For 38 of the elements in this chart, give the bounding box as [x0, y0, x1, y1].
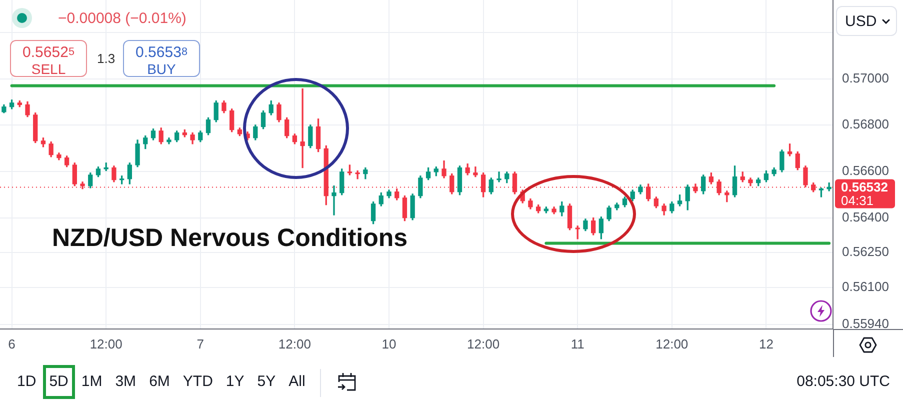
annotation: 0.5652$^{5}$	[22, 44, 76, 61]
ref-line-label: 0.56532	[841, 179, 888, 194]
x-tick-label: 10	[382, 336, 396, 352]
x-tick-label: 12	[758, 336, 774, 352]
y-tick-label: 0.57000	[842, 70, 889, 86]
x-tick-label: 12:00	[467, 336, 500, 352]
y-tick-label: 0.56250	[842, 244, 889, 260]
x-tick-label: 6	[8, 336, 16, 352]
text: 5D	[49, 373, 68, 391]
y-tick-label: 0.55940	[842, 316, 889, 331]
text: 1D	[17, 373, 36, 391]
dropdown-button: USD	[836, 6, 897, 36]
y-tick-label: 0.56600	[842, 163, 889, 178]
text: 04:31	[841, 192, 874, 208]
text: 1Y	[226, 373, 244, 391]
y-tick-label: 0.56400	[842, 209, 889, 224]
x-tick-label: 12:00	[656, 336, 688, 352]
sell-button: 0.5652$^{5}$ SELL	[10, 40, 87, 77]
annotation: 0.5653$^{8}$	[134, 44, 188, 61]
x-tick-label: 7	[196, 336, 204, 352]
text: 1M	[81, 373, 102, 391]
buy-button: 0.5653$^{8}$ BUY	[123, 40, 200, 77]
annotation: BUY	[146, 61, 177, 77]
text: 6M	[149, 373, 170, 391]
x-tick-label: 12:00	[278, 336, 311, 352]
text: YTD	[182, 373, 213, 391]
text: NZD/USD Nervous Conditions	[52, 224, 408, 252]
annotation: SELL	[30, 61, 67, 77]
annotation: 1.3	[97, 51, 116, 66]
text: 08:05:30 UTC	[796, 373, 890, 390]
x-tick-label: 11	[570, 336, 584, 352]
text: All	[288, 373, 306, 391]
y-tick-label: 0.56100	[842, 278, 889, 294]
y-tick-label: 0.56800	[842, 116, 889, 132]
annotation: −0.00008 (−0.01%)	[58, 10, 186, 27]
x-tick-label: 12:00	[90, 336, 122, 352]
text: 3M	[115, 373, 136, 391]
text: 5Y	[257, 373, 276, 391]
